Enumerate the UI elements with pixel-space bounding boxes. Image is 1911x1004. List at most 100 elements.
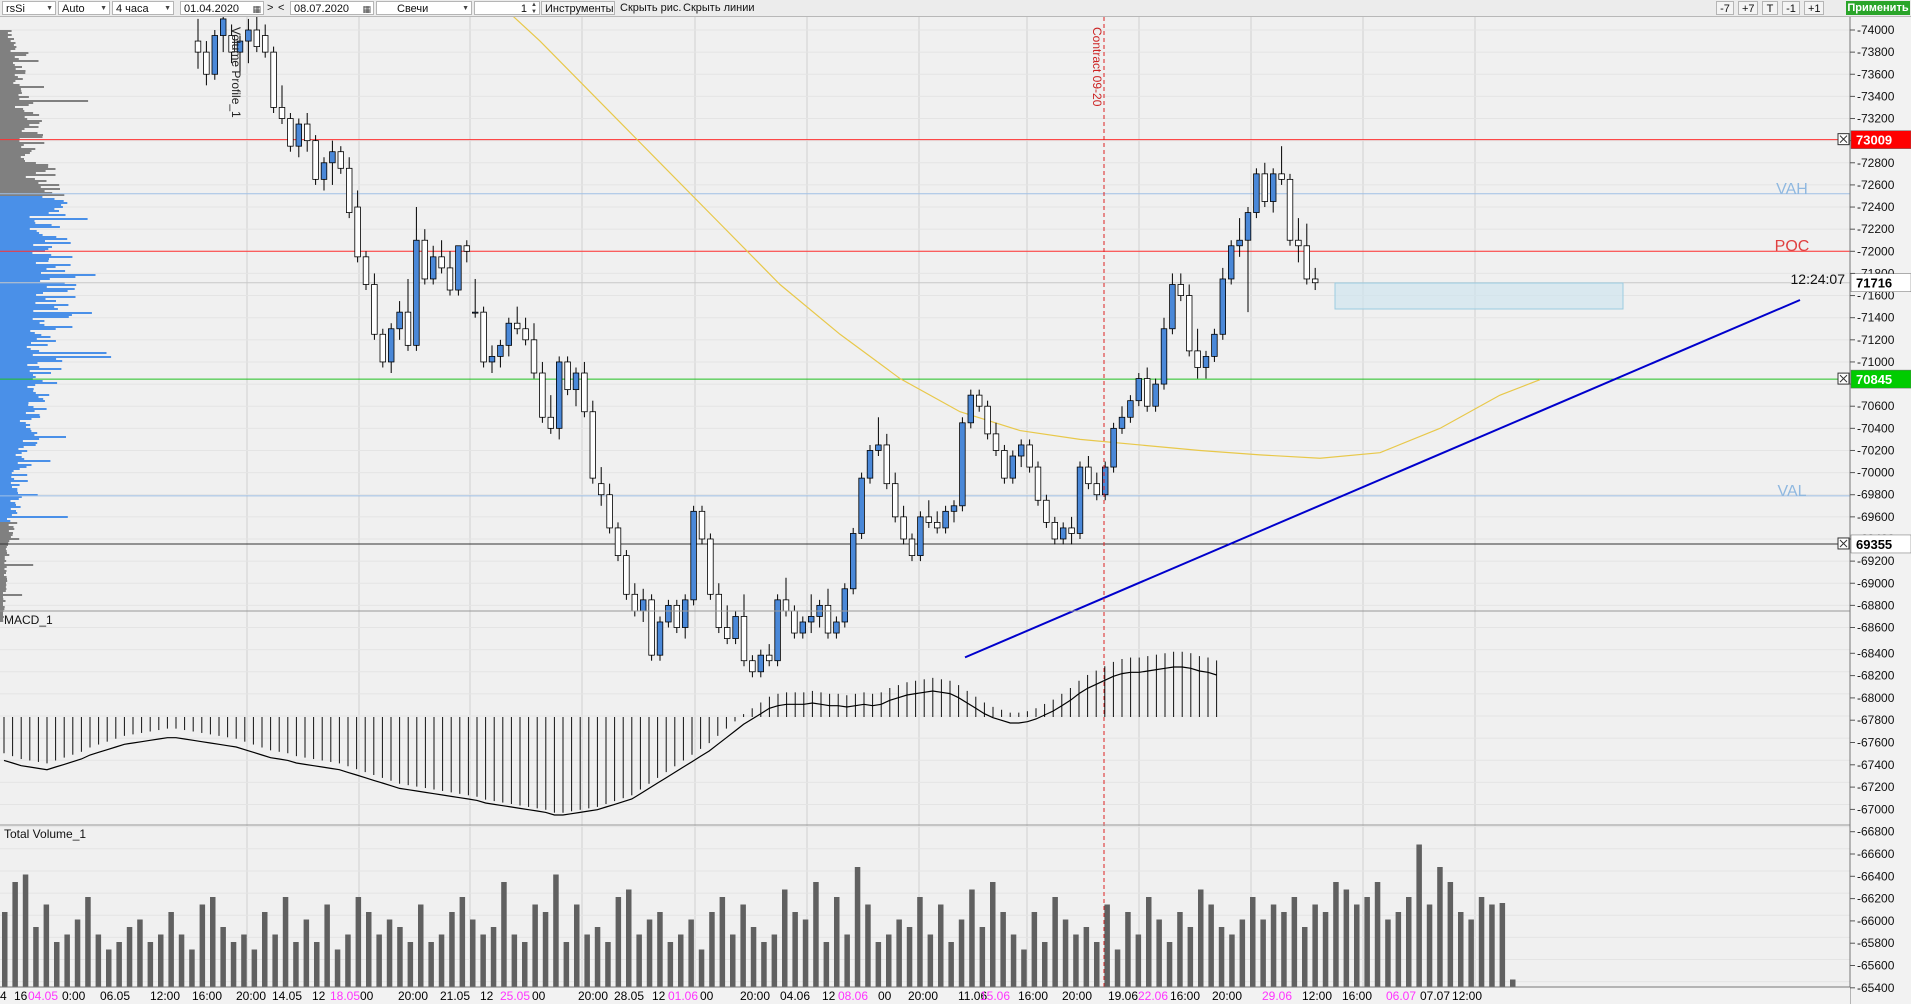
- candle-body[interactable]: [295, 123, 302, 147]
- candle-body[interactable]: [724, 627, 731, 639]
- candle-body[interactable]: [791, 610, 798, 634]
- candle-body[interactable]: [1051, 521, 1058, 540]
- candle-body[interactable]: [623, 555, 630, 595]
- price-badge[interactable]: [1850, 130, 1911, 149]
- candle-body[interactable]: [1244, 212, 1252, 241]
- candle-body[interactable]: [278, 107, 286, 119]
- candle-body[interactable]: [1295, 239, 1302, 247]
- candle-body[interactable]: [682, 599, 689, 628]
- candle-body[interactable]: [925, 516, 932, 523]
- candle-body[interactable]: [1093, 483, 1100, 496]
- candle-body[interactable]: [312, 140, 319, 180]
- candle-body[interactable]: [1160, 328, 1168, 385]
- minus7-button[interactable]: -7: [1716, 1, 1734, 15]
- candle-body[interactable]: [203, 51, 210, 75]
- candle-body[interactable]: [673, 604, 680, 628]
- candle-body[interactable]: [1018, 444, 1025, 457]
- candle-body[interactable]: [757, 654, 764, 673]
- candle-body[interactable]: [245, 29, 252, 42]
- candle-body[interactable]: [892, 483, 899, 518]
- candle-body[interactable]: [329, 151, 336, 164]
- date-to-field[interactable]: 08.07.2020 ▦: [290, 1, 374, 15]
- candle-body[interactable]: [841, 588, 848, 623]
- nav-next-button[interactable]: >: [267, 2, 274, 14]
- candle-body[interactable]: [992, 433, 1000, 451]
- candle-body[interactable]: [471, 311, 479, 314]
- candle-body[interactable]: [396, 311, 403, 330]
- hide-drawings-button[interactable]: Скрыть рис.: [620, 2, 682, 14]
- candle-body[interactable]: [589, 411, 596, 479]
- candle-body[interactable]: [236, 40, 244, 53]
- timeframe-select[interactable]: 4 часа ▼: [112, 1, 174, 15]
- candle-body[interactable]: [514, 322, 521, 330]
- candle-body[interactable]: [883, 444, 890, 485]
- candle-body[interactable]: [698, 510, 706, 540]
- candle-body[interactable]: [211, 35, 218, 75]
- candle-body[interactable]: [1026, 444, 1033, 468]
- candle-body[interactable]: [1177, 284, 1184, 296]
- time-axis[interactable]: [0, 987, 1850, 1004]
- candle-body[interactable]: [640, 599, 647, 612]
- candle-body[interactable]: [875, 444, 882, 451]
- candle-body[interactable]: [1110, 427, 1117, 468]
- candle-body[interactable]: [665, 604, 672, 623]
- candle-body[interactable]: [1228, 245, 1235, 280]
- candle-body[interactable]: [774, 599, 781, 662]
- candle-body[interactable]: [959, 422, 966, 507]
- candle-body[interactable]: [690, 510, 697, 601]
- instruments-button[interactable]: Инструменты: [541, 1, 615, 15]
- candle-body[interactable]: [480, 311, 487, 363]
- candle-body[interactable]: [1144, 378, 1151, 407]
- candle-body[interactable]: [556, 361, 563, 429]
- candle-body[interactable]: [732, 616, 739, 639]
- candle-body[interactable]: [303, 123, 311, 142]
- plus1-button[interactable]: +1: [1804, 1, 1824, 15]
- candle-body[interactable]: [799, 621, 806, 634]
- candle-body[interactable]: [707, 538, 714, 595]
- hide-lines-button[interactable]: Скрыть линии: [683, 2, 755, 14]
- candle-body[interactable]: [1043, 499, 1050, 523]
- highlight-zone[interactable]: [1334, 282, 1624, 310]
- candle-body[interactable]: [942, 510, 949, 529]
- candle-body[interactable]: [421, 239, 428, 280]
- candle-body[interactable]: [648, 599, 655, 656]
- apply-button[interactable]: Применить: [1846, 1, 1910, 15]
- candle-body[interactable]: [320, 162, 328, 180]
- calendar-icon[interactable]: ▦: [362, 4, 371, 14]
- candle-body[interactable]: [631, 593, 638, 612]
- candle-body[interactable]: [253, 29, 260, 47]
- candle-body[interactable]: [967, 394, 974, 424]
- candle-body[interactable]: [1102, 466, 1109, 496]
- calendar-icon[interactable]: ▦: [252, 4, 261, 14]
- candle-body[interactable]: [1152, 383, 1159, 407]
- candle-body[interactable]: [850, 533, 857, 590]
- candle-body[interactable]: [429, 256, 437, 280]
- candle-body[interactable]: [866, 450, 874, 479]
- price-badge[interactable]: [1850, 369, 1911, 389]
- candle-body[interactable]: [614, 527, 622, 556]
- candle-body[interactable]: [1261, 173, 1268, 202]
- candle-body[interactable]: [656, 621, 664, 656]
- candle-body[interactable]: [782, 599, 790, 612]
- candle-body[interactable]: [984, 405, 991, 435]
- candle-body[interactable]: [270, 51, 277, 108]
- candle-body[interactable]: [413, 239, 420, 346]
- candle-body[interactable]: [1085, 466, 1092, 485]
- count-stepper[interactable]: 1 ▲ ▼: [474, 1, 540, 15]
- candle-body[interactable]: [950, 505, 958, 512]
- candle-body[interactable]: [581, 372, 588, 413]
- candle-body[interactable]: [463, 245, 470, 252]
- candle-body[interactable]: [1135, 378, 1142, 402]
- candle-body[interactable]: [505, 322, 512, 346]
- candle-body[interactable]: [354, 206, 361, 258]
- candle-body[interactable]: [371, 284, 378, 335]
- candle-body[interactable]: [908, 538, 916, 556]
- candle-body[interactable]: [1253, 173, 1260, 213]
- candle-body[interactable]: [808, 616, 815, 623]
- candle-body[interactable]: [497, 344, 504, 357]
- candle-body[interactable]: [530, 339, 538, 374]
- candle-body[interactable]: [917, 516, 924, 556]
- candle-body[interactable]: [287, 118, 294, 147]
- candle-body[interactable]: [1236, 239, 1243, 247]
- candle-body[interactable]: [934, 521, 941, 529]
